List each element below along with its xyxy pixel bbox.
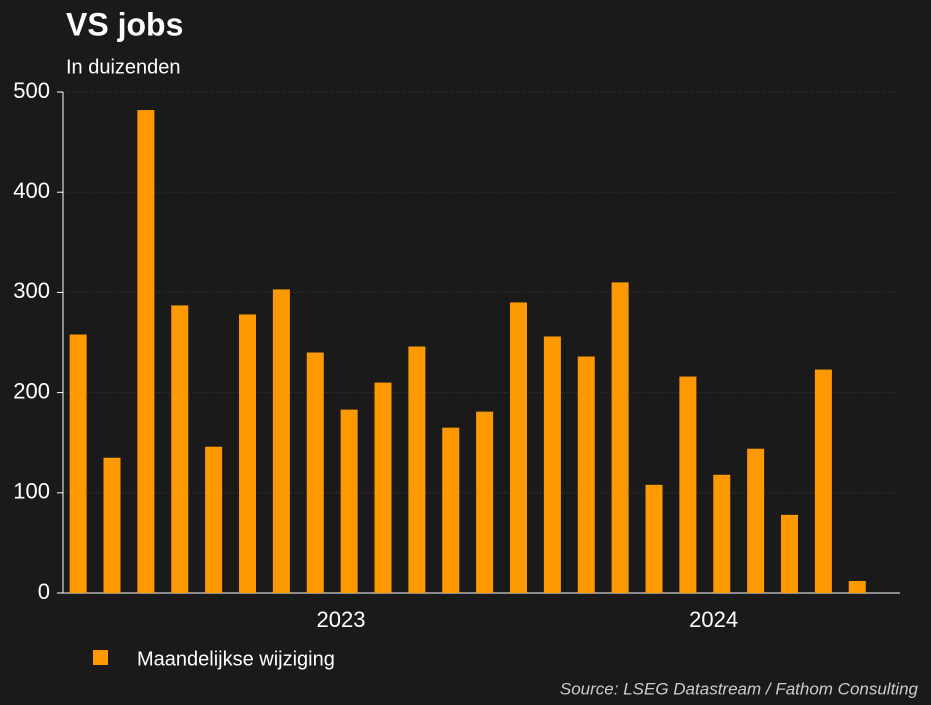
bar (747, 448, 765, 593)
y-tick-label: 200 (13, 378, 50, 403)
bar (543, 336, 561, 593)
x-tick-label: 2023 (317, 607, 366, 632)
y-tick-label: 0 (38, 579, 50, 604)
legend-swatch (93, 650, 108, 665)
y-tick-label: 100 (13, 479, 50, 504)
chart-subtitle: In duizenden (66, 56, 181, 78)
bar (69, 334, 87, 593)
y-tick-label: 300 (13, 278, 50, 303)
bar (374, 382, 392, 593)
bar (408, 346, 426, 593)
bar (137, 110, 155, 593)
bar (679, 376, 697, 593)
bar (645, 484, 663, 593)
bar (205, 446, 223, 593)
bar (476, 411, 494, 593)
source: Source: LSEG Datastream / Fathom Consult… (560, 679, 919, 698)
bar (239, 314, 257, 593)
bar (510, 302, 528, 593)
bar (781, 514, 799, 593)
bar (306, 352, 324, 593)
bar (848, 580, 866, 593)
y-tick-label: 500 (13, 78, 50, 103)
bar (272, 289, 290, 593)
bar (713, 474, 731, 593)
y-tick-label: 400 (13, 178, 50, 203)
bar (103, 457, 121, 593)
bar (340, 409, 358, 593)
x-tick-label: 2024 (689, 607, 738, 632)
legend-label: Maandelijkse wijziging (137, 648, 335, 670)
bar (442, 427, 460, 593)
bar (171, 305, 189, 593)
bar (611, 282, 629, 593)
bar (814, 369, 832, 593)
chart-title: VS jobs (66, 6, 183, 42)
bar (577, 356, 595, 593)
